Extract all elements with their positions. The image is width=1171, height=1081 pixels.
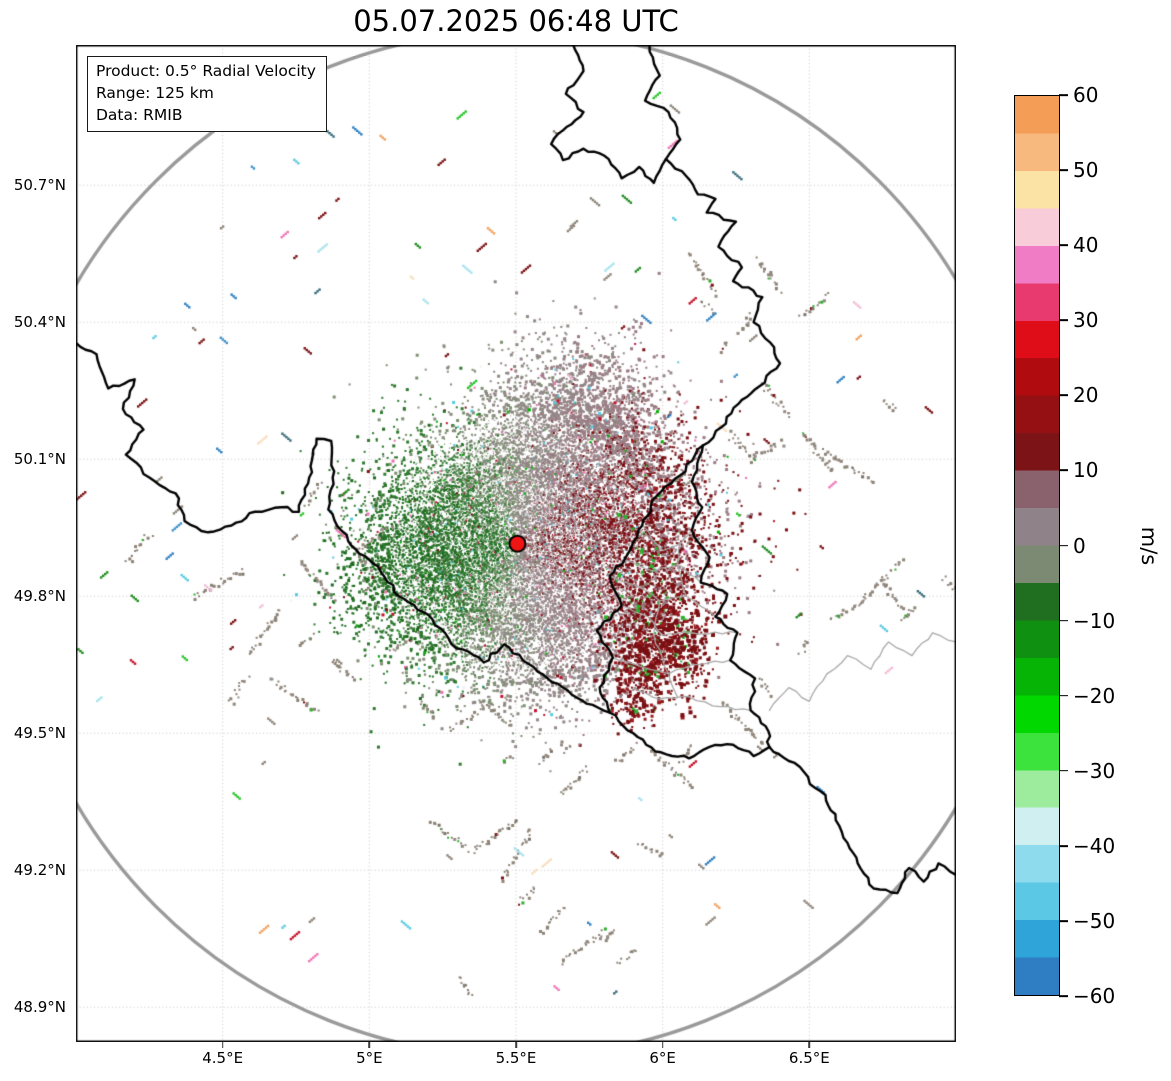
x-axis-tick-label: 5°E [356,1049,383,1067]
y-axis-tick-label: 50.4°N [13,313,66,332]
colorbar-tick-label: −50 [1073,908,1116,933]
x-axis-tick-mark [808,1042,811,1048]
colorbar-tick-label: 50 [1073,158,1099,183]
colorbar-tick-mark [1059,244,1068,246]
y-axis-tick-label: 49.2°N [13,861,66,880]
colorbar-tick-label: −60 [1073,984,1116,1008]
colorbar-tick-mark [1059,319,1068,322]
colorbar-tick-label: 30 [1073,308,1099,333]
x-axis-tick-label: 5.5°E [495,1049,537,1067]
colorbar-gradient [1014,95,1060,996]
y-axis-tick-label: 48.9°N [13,998,66,1017]
colorbar-tick-mark [1059,544,1068,547]
x-axis-tick-label: 4.5°E [202,1049,244,1067]
info-product-line: Product: 0.5° Radial Velocity [96,62,316,80]
y-axis-tick-label: 49.8°N [13,587,66,606]
colorbar-tick-label: −10 [1073,608,1116,633]
colorbar-tick-mark [1059,619,1068,622]
x-axis-tick-label: 6.5°E [788,1049,830,1067]
colorbar-tick-mark [1059,769,1068,772]
figure-title: 05.07.2025 06:48 UTC [353,4,679,38]
colorbar-unit-label: m/s [1137,526,1161,566]
info-source-line: Data: RMIB [96,106,183,124]
x-axis-tick-mark [368,1042,371,1048]
colorbar-tick-label: 60 [1073,83,1099,107]
colorbar-tick-mark [1059,920,1068,922]
colorbar-tick-mark [1059,469,1068,472]
colorbar-tick-label: 20 [1073,383,1099,408]
info-range-line: Range: 125 km [96,84,214,102]
radar-map-canvas [76,45,956,1042]
product-info-box: Product: 0.5° Radial Velocity Range: 125… [87,56,327,132]
colorbar-tick-mark [1059,169,1068,171]
colorbar-tick-label: −40 [1073,833,1116,858]
colorbar-tick-label: 0 [1073,533,1086,558]
y-axis-tick-label: 50.1°N [13,450,66,469]
x-axis-tick-label: 6°E [649,1049,676,1067]
colorbar-tick-mark [1059,394,1068,397]
x-axis-tick-mark [221,1042,224,1048]
map-plot-area: Product: 0.5° Radial Velocity Range: 125… [76,45,956,1042]
x-axis-tick-mark [515,1042,517,1048]
colorbar-tick-mark [1059,844,1068,847]
colorbar-tick-mark [1059,995,1068,997]
colorbar-tick-mark [1059,694,1068,697]
colorbar-tick-label: −30 [1073,758,1116,783]
y-axis-tick-label: 50.7°N [13,176,66,195]
colorbar-tick-label: 40 [1073,233,1099,258]
y-axis-tick-label: 49.5°N [13,724,66,743]
colorbar-tick-label: −20 [1073,683,1116,708]
colorbar-tick-label: 10 [1073,458,1099,483]
x-axis-tick-mark [661,1042,664,1048]
colorbar-tick-mark [1059,94,1068,96]
